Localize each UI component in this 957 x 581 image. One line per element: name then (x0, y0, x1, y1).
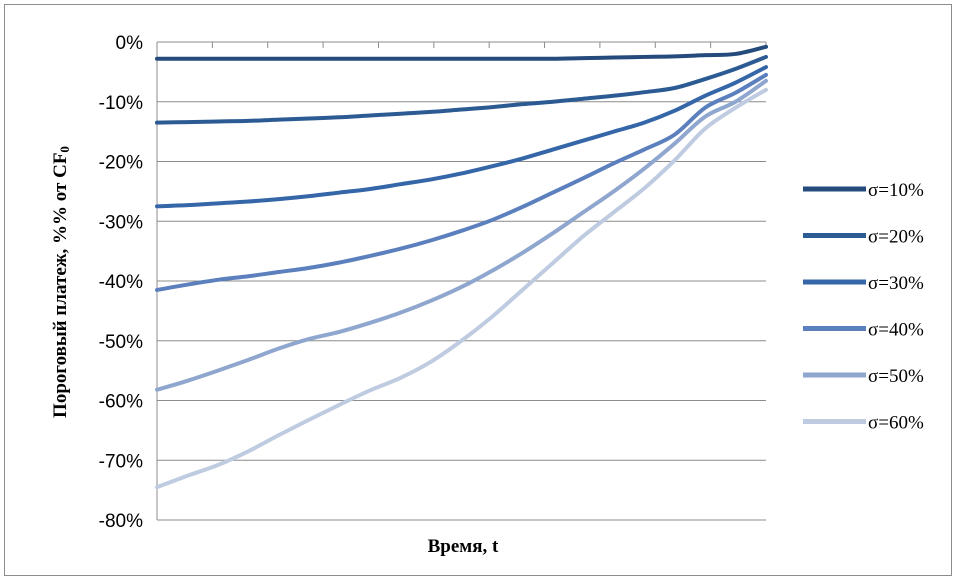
legend-label: σ=40% (868, 320, 924, 341)
series-line-1 (155, 44, 768, 61)
y-tick-label: -70% (99, 451, 143, 472)
series-line-4 (155, 72, 768, 292)
series-line-2 (155, 54, 768, 125)
legend-label: σ=10% (868, 180, 924, 201)
y-axis-title-main: Пороговый платеж, %% от CF (50, 153, 71, 418)
legend-label: σ=20% (868, 227, 924, 248)
series-line-6 (155, 87, 768, 490)
y-axis-title-subscript: 0 (57, 146, 72, 153)
y-tick-label: -50% (99, 332, 143, 353)
tick-labels: 0% -10% -20% -30% -40% -50% -60% -70% -80% (99, 33, 143, 532)
gridlines (157, 41, 766, 461)
y-tick-label: -40% (99, 272, 143, 293)
legend-label: σ=60% (868, 413, 924, 434)
y-tick-label: -80% (99, 511, 143, 532)
y-tick-label: 0% (116, 33, 144, 54)
y-tick-label: -60% (99, 392, 143, 413)
series-lines (155, 44, 768, 490)
series-line-3 (155, 65, 768, 209)
y-tick-label: -20% (99, 153, 143, 174)
series-line-5 (155, 78, 768, 392)
legend-label: σ=50% (868, 366, 924, 387)
y-axis-title: Пороговый платеж, %% от CF0 (50, 146, 72, 418)
y-tick-label: -10% (99, 93, 143, 114)
x-axis-title: Время, t (428, 536, 499, 557)
legend-label: σ=30% (868, 273, 924, 294)
legend: σ=10% σ=20% σ=30% σ=40% σ=50% σ=60% (803, 180, 924, 434)
y-tick-label: -30% (99, 212, 143, 233)
